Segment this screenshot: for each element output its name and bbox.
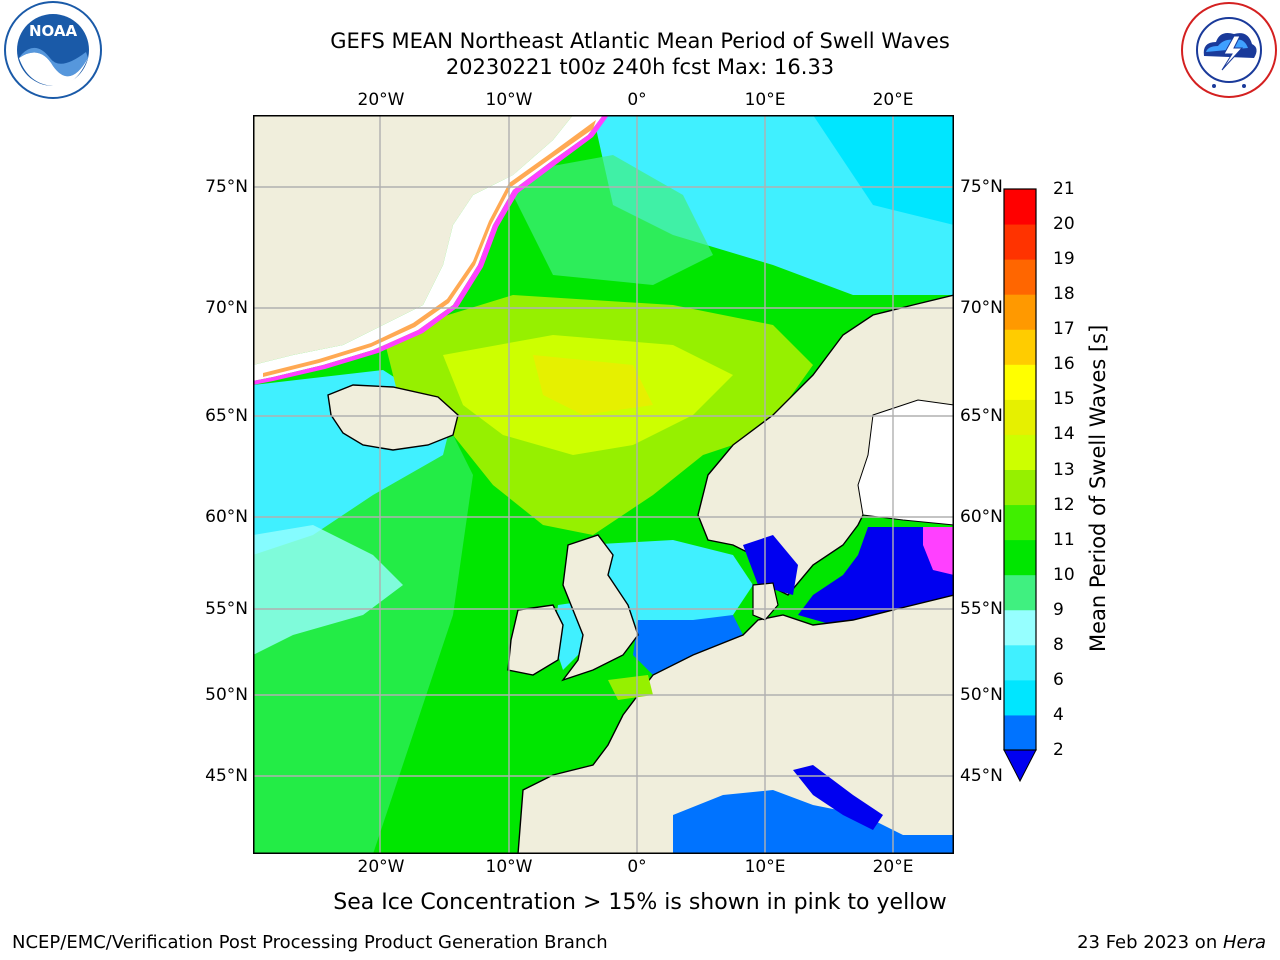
lon-tick-bottom-20e: 20°E bbox=[872, 857, 914, 877]
ocean-band-channel bbox=[633, 615, 743, 675]
noaa-logo-icon: NOAA bbox=[4, 1, 102, 99]
noaa-logo-text: NOAA bbox=[29, 22, 78, 40]
footer-host: Hera bbox=[1222, 932, 1266, 953]
lat-tick-left-50: 50°N bbox=[205, 685, 248, 705]
lat-tick-right-70: 70°N bbox=[960, 298, 1003, 318]
colorbar-tick-label: 6 bbox=[1053, 669, 1064, 690]
footer-date-text: 23 Feb 2023 on bbox=[1077, 932, 1223, 953]
lon-tick-bottom-10w: 10°W bbox=[485, 857, 533, 877]
colorbar-segment bbox=[1004, 679, 1036, 716]
colorbar-tick-label: 8 bbox=[1053, 634, 1064, 655]
colorbar-segment bbox=[1004, 539, 1036, 576]
colorbar-segment bbox=[1004, 434, 1036, 470]
map-frame bbox=[253, 115, 954, 854]
sea-ice-bothnia bbox=[857, 399, 954, 526]
colorbar-segment bbox=[1004, 644, 1036, 681]
colorbar-tick-label: 10 bbox=[1053, 564, 1075, 585]
land-great-britain bbox=[561, 534, 639, 682]
colorbar-tick-label: 20 bbox=[1053, 214, 1075, 235]
ocean-band-aqua-north bbox=[813, 115, 954, 225]
colorbar-segment bbox=[1004, 399, 1036, 435]
chart-title: GEFS MEAN Northeast Atlantic Mean Period… bbox=[330, 29, 950, 53]
footer-credit: NCEP/EMC/Verification Post Processing Pr… bbox=[12, 932, 608, 953]
colorbar-segment bbox=[1004, 189, 1036, 225]
ocean-band-adriatic bbox=[793, 765, 883, 830]
chart-subtitle: 20230221 t00z 240h fcst Max: 16.33 bbox=[445, 55, 835, 79]
colorbar-tick-label: 4 bbox=[1053, 704, 1064, 725]
colorbar-tick-label: 16 bbox=[1053, 354, 1075, 375]
lon-tick-bottom-10e: 10°E bbox=[744, 857, 786, 877]
lon-tick-bottom-0: 0° bbox=[627, 857, 647, 877]
colorbar-tick-label: 2 bbox=[1053, 740, 1064, 760]
colorbar-segment bbox=[1004, 224, 1036, 260]
nws-logo-icon bbox=[1181, 2, 1277, 98]
sea-ice-baltic-pink bbox=[923, 527, 954, 575]
colorbar-tick-label: 12 bbox=[1053, 494, 1075, 515]
colorbar-tick-label: 21 bbox=[1053, 179, 1075, 199]
lon-tick-top-20e: 20°E bbox=[872, 90, 914, 110]
ocean-band-paleblue-west bbox=[253, 525, 403, 655]
colorbar-segment bbox=[1004, 714, 1036, 751]
lat-tick-left-55: 55°N bbox=[205, 599, 248, 619]
lat-tick-right-50: 50°N bbox=[960, 685, 1003, 705]
lat-tick-left-70: 70°N bbox=[205, 298, 248, 318]
colorbar-frame bbox=[1003, 188, 1037, 751]
colorbar-segment bbox=[1004, 504, 1036, 541]
colorbar-tick-label: 18 bbox=[1053, 284, 1075, 305]
lat-tick-left-75: 75°N bbox=[205, 177, 248, 197]
colorbar-segment bbox=[1004, 574, 1036, 611]
lon-tick-top-10e: 10°E bbox=[744, 90, 786, 110]
colorbar-segment bbox=[1004, 329, 1036, 365]
ocean-band-baltic bbox=[798, 527, 954, 625]
swell-period-map bbox=[253, 115, 954, 854]
lat-tick-left-45: 45°N bbox=[205, 766, 248, 786]
colorbar-tick-label: 13 bbox=[1053, 459, 1075, 480]
nws-logo bbox=[1178, 0, 1280, 100]
land-iceland bbox=[327, 384, 459, 451]
lon-tick-top-10w: 10°W bbox=[485, 90, 533, 110]
ocean-band-biscay-patch bbox=[608, 675, 653, 700]
colorbar-tick-label: 9 bbox=[1053, 599, 1064, 620]
sea-ice-note: Sea Ice Concentration > 15% is shown in … bbox=[333, 890, 947, 915]
graticule bbox=[253, 115, 954, 854]
colorbar-tick-label: 17 bbox=[1053, 319, 1075, 340]
colorbar-extend-min bbox=[1003, 749, 1037, 783]
colorbar-tick-label: 14 bbox=[1053, 424, 1075, 445]
ocean-band-kattegat bbox=[743, 535, 798, 595]
colorbar-segment bbox=[1004, 364, 1036, 400]
colorbar-tick-label: 11 bbox=[1053, 529, 1075, 550]
sea-ice-edge-orange bbox=[263, 120, 596, 377]
colorbar-tick-label: 15 bbox=[1053, 389, 1075, 410]
lat-tick-right-65: 65°N bbox=[960, 406, 1003, 426]
land-greenland bbox=[253, 115, 573, 365]
lat-tick-left-65: 65°N bbox=[205, 406, 248, 426]
colorbar-segment bbox=[1004, 294, 1036, 330]
noaa-logo: NOAA bbox=[0, 0, 106, 100]
colorbar-title: Mean Period of Swell Waves [s] bbox=[1086, 324, 1110, 652]
lat-tick-right-55: 55°N bbox=[960, 599, 1003, 619]
lon-tick-top-20w: 20°W bbox=[357, 90, 405, 110]
lat-tick-right-60: 60°N bbox=[960, 507, 1003, 527]
lon-tick-bottom-20w: 20°W bbox=[357, 857, 405, 877]
ocean-band-mediterranean bbox=[673, 790, 954, 854]
lat-tick-right-45: 45°N bbox=[960, 766, 1003, 786]
colorbar-segment bbox=[1004, 609, 1036, 646]
colorbar-segment bbox=[1004, 469, 1036, 506]
lat-tick-right-75: 75°N bbox=[960, 177, 1003, 197]
lat-tick-left-60: 60°N bbox=[205, 507, 248, 527]
colorbar-segment bbox=[1004, 259, 1036, 295]
colorbar bbox=[1003, 188, 1037, 783]
lon-tick-top-0: 0° bbox=[627, 90, 647, 110]
ocean-band-bright-yellow bbox=[533, 355, 653, 415]
colorbar-tick-label: 19 bbox=[1053, 249, 1075, 270]
footer-date: 23 Feb 2023 on Hera bbox=[1077, 932, 1266, 953]
